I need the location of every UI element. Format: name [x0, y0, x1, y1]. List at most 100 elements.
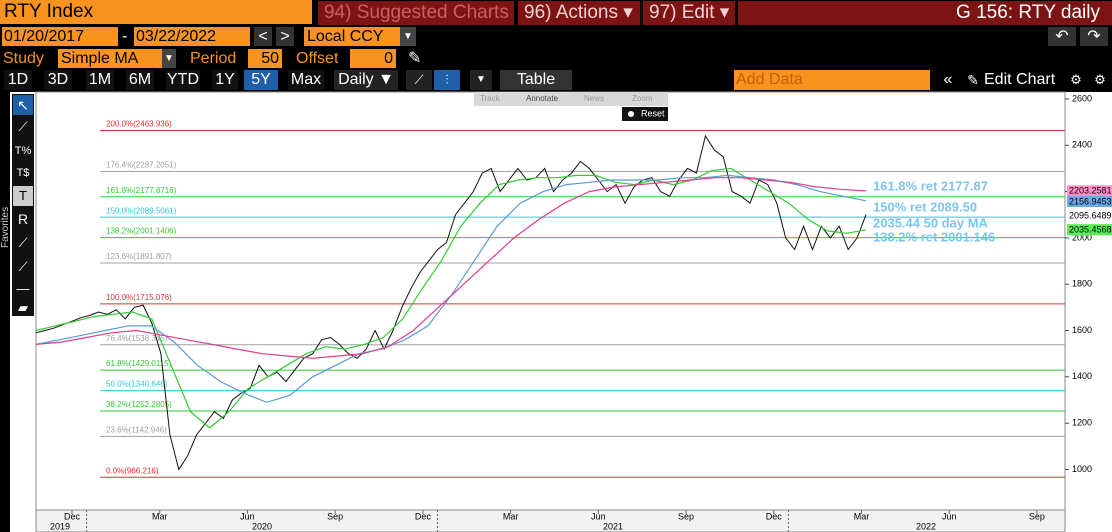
level-label: 23.6%(1142.946)	[106, 425, 167, 434]
y-tick-label: 1000	[1072, 464, 1092, 474]
x-tick-label: Mar	[854, 511, 870, 521]
line-icon[interactable]: ⟋	[406, 70, 432, 90]
x-tick-label: Dec	[766, 511, 783, 521]
level-label: 150.0%(2089.5061)	[106, 206, 177, 215]
range-button[interactable]: 6M	[126, 70, 154, 90]
dropdown[interactable]: ▼	[162, 49, 176, 68]
separator: -	[122, 28, 128, 45]
last-value-label: 2156.9453	[1069, 196, 1112, 206]
offset[interactable]: 0	[350, 49, 396, 68]
study-label: Study	[3, 50, 44, 67]
period-label: Period	[190, 50, 237, 67]
level-label: 123.6%(1891.807)	[106, 252, 172, 261]
gear-icon[interactable]: ⚙	[1094, 72, 1106, 87]
redo[interactable]: ↷	[1080, 27, 1108, 46]
pointer[interactable]: ↖	[13, 95, 33, 115]
y-tick-label: 2000	[1072, 232, 1092, 242]
period[interactable]: 50	[248, 49, 282, 68]
security[interactable]: RTY Index	[0, 0, 312, 24]
favorites[interactable]: Favorites	[0, 206, 11, 248]
reset-label: Reset	[641, 108, 665, 118]
tool-strip	[474, 92, 668, 106]
x-tick-label: Mar	[152, 511, 168, 521]
title: G 156: RTY daily	[738, 1, 1112, 25]
level-label: 200.0%(2463.936)	[106, 120, 172, 129]
frequency[interactable]: Daily ▼	[334, 70, 398, 90]
study[interactable]: Simple MA	[58, 49, 162, 68]
edit-icon[interactable]: ✎	[967, 72, 979, 88]
add-data[interactable]: Add Data	[734, 70, 930, 90]
pencil[interactable]: ✎	[408, 50, 422, 67]
percent[interactable]: T%	[14, 145, 32, 157]
text-tool[interactable]: T	[13, 186, 33, 206]
range-button[interactable]: 3D	[44, 70, 72, 90]
range-button[interactable]: Max	[288, 70, 324, 90]
table-button[interactable]: Table	[500, 70, 572, 90]
annotation: 138.2% ret 2001.146	[873, 229, 995, 244]
last-value-label: 2035.4568	[1069, 225, 1112, 235]
x-axis-band	[35, 509, 1066, 532]
last-value-label: 2095.6489	[1069, 211, 1112, 221]
end-date[interactable]: 03/22/2022	[134, 27, 250, 46]
annotation: 161.8% ret 2177.87	[873, 178, 988, 193]
trend2[interactable]: ⟋	[18, 259, 28, 274]
y-tick-label: 1600	[1072, 325, 1092, 335]
bar-icon[interactable]: ⫶	[434, 70, 460, 90]
x-tick-label: Sep	[678, 511, 694, 521]
last-value-tag	[1067, 210, 1112, 222]
level-label: 100.0%(1715.076)	[106, 293, 172, 302]
y-tick-label: 1200	[1072, 418, 1092, 428]
prev-button[interactable]: <	[254, 27, 272, 46]
reset-icon	[628, 111, 634, 117]
range-button[interactable]: 1M	[86, 70, 114, 90]
dollar[interactable]: T$	[16, 167, 30, 179]
last-value-tag	[1067, 185, 1112, 197]
dropdown[interactable]: ▼	[470, 70, 492, 90]
tool-button[interactable]: Track	[480, 94, 501, 103]
annotation: 150% ret 2089.50	[873, 199, 977, 214]
last-value-tag	[1067, 224, 1112, 236]
year-label: 2020	[252, 521, 272, 531]
edit-chart[interactable]: Edit Chart	[984, 71, 1056, 88]
level-label: 50.0%(1340.646)	[106, 380, 168, 389]
draw[interactable]: ⟋	[18, 119, 28, 134]
tab[interactable]: 97) Edit ▾	[643, 1, 735, 25]
undo[interactable]: ↶	[1048, 27, 1076, 46]
y-tick-label: 2600	[1072, 93, 1092, 103]
x-tick-label: Dec	[415, 511, 432, 521]
level-label: 61.8%(1429.0115)	[106, 359, 172, 368]
range-button[interactable]: 1Y	[212, 70, 238, 90]
dropdown[interactable]: ▼	[400, 27, 416, 46]
y-tick-label: 1800	[1072, 279, 1092, 289]
series-line	[35, 134, 867, 471]
hline[interactable]: —	[16, 281, 30, 296]
level-label: 176.4%(2287.2051)	[106, 160, 177, 169]
tab[interactable]: 94) Suggested Charts	[318, 1, 514, 25]
x-tick-label: Jun	[591, 511, 606, 521]
level-label: 38.2%(1252.2805)	[106, 400, 172, 409]
plot-area	[35, 91, 1066, 511]
tool-button[interactable]: Zoom	[632, 94, 653, 103]
reset-button[interactable]	[622, 107, 668, 121]
channel[interactable]: ▰	[18, 300, 28, 315]
last-value-label: 2203.2581	[1069, 186, 1112, 196]
x-tick-label: Mar	[503, 511, 519, 521]
start-date[interactable]: 01/20/2017	[2, 27, 118, 46]
ratio[interactable]: R	[17, 211, 29, 227]
range-button[interactable]: 1D	[4, 70, 32, 90]
trend[interactable]: ⟋	[18, 235, 28, 250]
range-button[interactable]: 5Y	[244, 70, 278, 90]
year-label: 2022	[916, 521, 936, 531]
collapse[interactable]: «	[943, 71, 953, 88]
tab[interactable]: 96) Actions ▾	[518, 1, 640, 25]
level-label: 161.8%(2177.8716)	[106, 186, 177, 195]
tool-button[interactable]: Annotate	[526, 94, 559, 103]
range-button[interactable]: YTD	[166, 70, 200, 90]
next-button[interactable]: >	[276, 27, 294, 46]
currency[interactable]: Local CCY	[304, 27, 400, 46]
tool-button[interactable]: News	[584, 94, 604, 103]
settings-icon[interactable]: ⚙	[1070, 72, 1082, 87]
level-label: 0.0%(966.216)	[106, 466, 159, 475]
